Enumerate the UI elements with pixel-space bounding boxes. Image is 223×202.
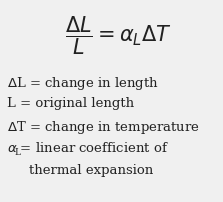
- Text: thermal expansion: thermal expansion: [29, 164, 153, 177]
- Text: $\Delta$L = change in length: $\Delta$L = change in length: [7, 75, 159, 92]
- Text: $\Delta$T = change in temperature: $\Delta$T = change in temperature: [7, 119, 200, 136]
- Text: $\alpha$ = linear coefficient of: $\alpha$ = linear coefficient of: [7, 141, 169, 155]
- Text: L = original length: L = original length: [7, 97, 134, 110]
- Text: L: L: [14, 148, 20, 158]
- Text: $\dfrac{\Delta L}{L} = \alpha_L \Delta T$: $\dfrac{\Delta L}{L} = \alpha_L \Delta T…: [65, 14, 172, 57]
